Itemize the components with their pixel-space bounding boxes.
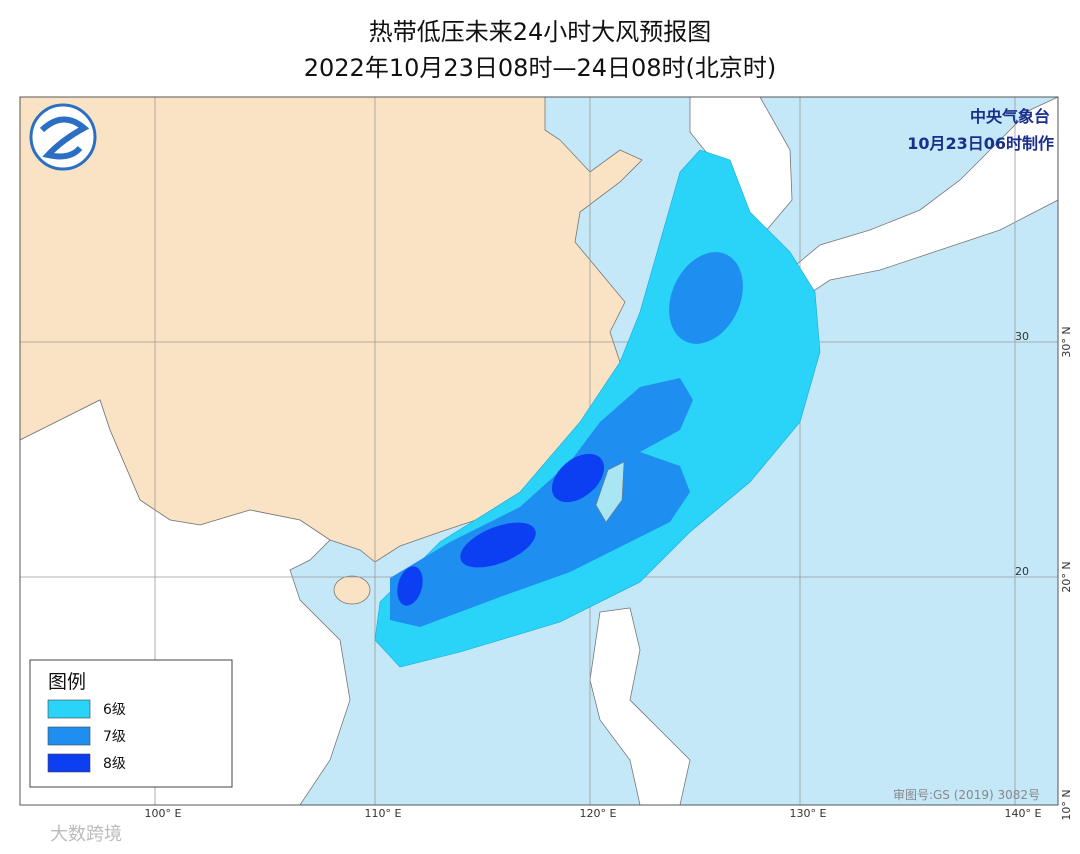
lat-label: 20° N	[1060, 561, 1073, 592]
logo	[29, 103, 97, 171]
inner-lat-label: 20	[1015, 565, 1029, 578]
axis-labels: 100° E 110° E 120° E 130° E 140° E 30° N 20° N…	[145, 326, 1073, 820]
legend-label: 6级	[103, 702, 126, 718]
map-frame	[19, 96, 1059, 806]
legend-title: 图例	[48, 671, 86, 693]
map: 中央气象台 10月23日06时制作 审图号:GS (2019) 3082号 图例…	[19, 96, 1059, 806]
taiwan	[595, 461, 625, 523]
legend: 图例 6级 7级 8级	[29, 659, 233, 788]
legend-swatch	[47, 726, 91, 746]
legend-swatch	[47, 699, 91, 719]
legend-label: 7级	[103, 729, 126, 745]
graticule	[20, 97, 1058, 805]
wind-zone-8	[460, 522, 536, 568]
lon-label: 130° E	[790, 807, 827, 820]
lat-label: 30° N	[1060, 326, 1073, 357]
lon-label: 120° E	[580, 807, 617, 820]
subtitle: 2022年10月23日08时—24日08时(北京时)	[304, 54, 777, 82]
approval-number: 审图号:GS (2019) 3082号	[893, 787, 1040, 802]
lon-label: 140° E	[1005, 807, 1042, 820]
agency-name: 中央气象台	[970, 107, 1050, 126]
lon-label: 110° E	[365, 807, 402, 820]
lon-label: 100° E	[145, 807, 182, 820]
issue-time: 10月23日06时制作	[907, 134, 1054, 153]
hainan	[333, 575, 371, 605]
philippines	[589, 607, 691, 805]
inner-lat-label: 30	[1015, 330, 1029, 343]
legend-swatch	[47, 753, 91, 773]
wind-zone-8	[397, 566, 423, 606]
wind-zone-8	[551, 453, 605, 503]
wind-zone-7	[669, 252, 743, 344]
lat-label: 10° N	[1060, 789, 1073, 820]
title: 热带低压未来24小时大风预报图	[369, 18, 712, 46]
watermark: 大数跨境	[50, 824, 122, 845]
legend-label: 8级	[103, 756, 126, 772]
